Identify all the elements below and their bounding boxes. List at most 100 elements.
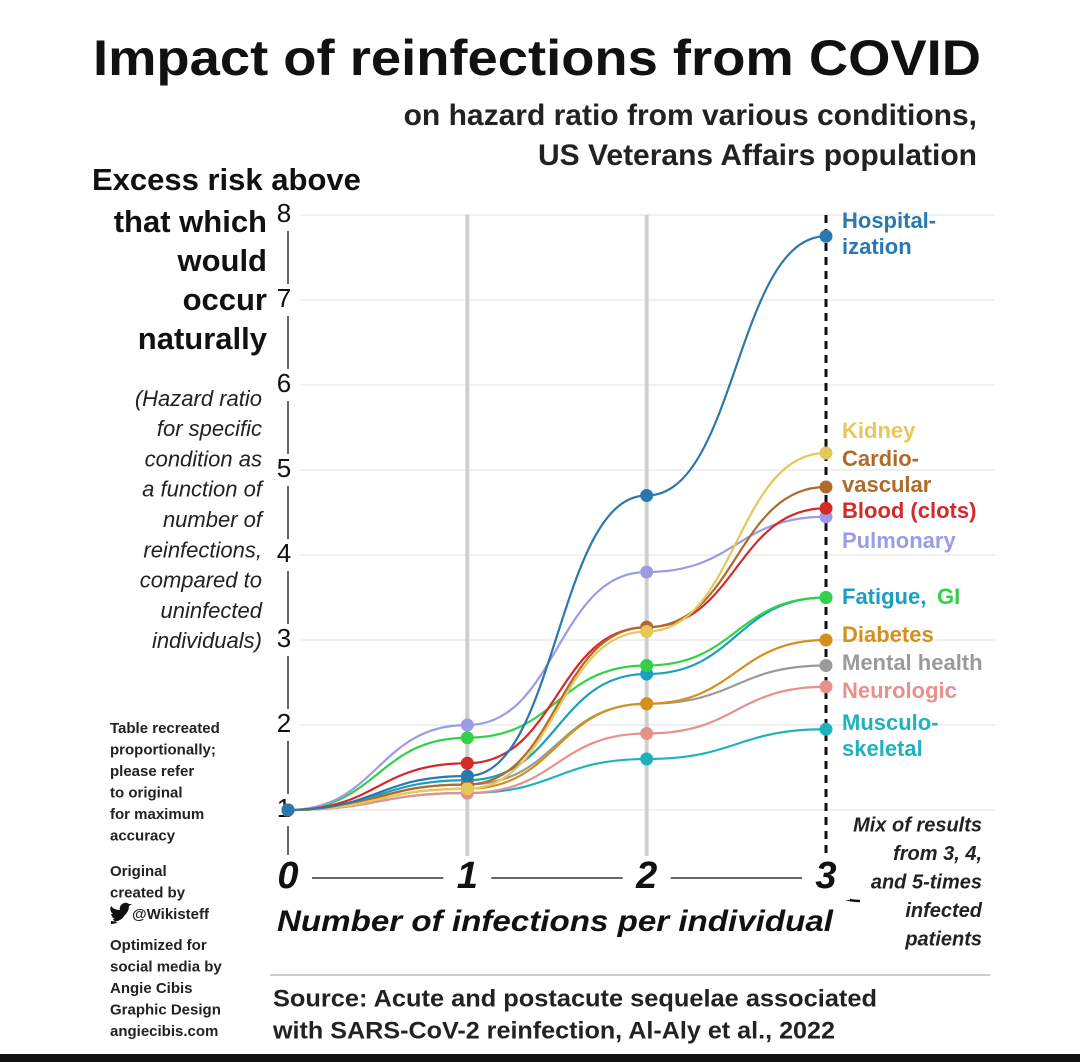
y-axis-note: uninfected <box>160 598 262 623</box>
data-point <box>640 659 654 672</box>
data-point <box>819 229 833 243</box>
annotation: infected <box>905 900 982 922</box>
data-point <box>640 489 654 502</box>
chart-subtitle: on hazard ratio from various conditions, <box>404 99 977 132</box>
credit: for maximum <box>110 806 204 823</box>
y-tick-bg <box>276 624 300 656</box>
data-point <box>640 727 654 740</box>
y-tick-label: 3 <box>277 623 291 653</box>
y-tick-label: 5 <box>277 453 291 483</box>
legend-label-line: skeletal <box>842 736 923 761</box>
x-axis-label: Number of infections per individual <box>277 905 834 938</box>
legend-label: Hospital-ization <box>842 208 936 259</box>
annotation: from 3, 4, <box>893 843 982 865</box>
legend-label: Blood (clots) <box>842 498 976 523</box>
credit: Graphic Design <box>110 1001 221 1018</box>
credit: proportionally; <box>110 741 216 758</box>
legend-label: GI <box>937 584 960 609</box>
legend-label: Fatigue, <box>842 584 926 609</box>
y-axis-label: naturally <box>138 321 268 356</box>
series-line <box>287 685 827 812</box>
data-point <box>640 625 654 638</box>
annotation: patients <box>904 928 982 950</box>
credit: accuracy <box>110 827 176 844</box>
x-tick-label: 1 <box>457 855 478 897</box>
series-line <box>287 515 827 812</box>
y-axis-note: number of <box>163 507 265 532</box>
y-axis-note: (Hazard ratio <box>135 386 262 411</box>
data-point <box>819 633 833 647</box>
chart-subtitle: US Veterans Affairs population <box>538 139 977 172</box>
annotation: Mix of results <box>853 814 982 836</box>
data-point <box>460 782 474 796</box>
legend-label-line: ization <box>842 234 912 259</box>
credit: please refer <box>110 763 194 780</box>
data-point <box>460 718 474 732</box>
x-tick-label: 3 <box>815 855 836 897</box>
y-tick-label: 6 <box>277 368 291 398</box>
data-point <box>819 501 833 515</box>
x-tick-bg <box>622 856 671 900</box>
credit: angiecibis.com <box>110 1023 218 1040</box>
y-axis-note: reinfections, <box>143 537 262 562</box>
legend-label: Kidney <box>842 418 916 443</box>
legend-label-line: vascular <box>842 472 932 497</box>
data-point <box>460 731 474 745</box>
data-point <box>281 803 295 817</box>
credit: created by <box>110 884 186 901</box>
twitter-icon <box>110 902 132 924</box>
credit: @Wikisteff <box>132 906 210 923</box>
y-axis-note: for specific <box>157 416 262 441</box>
y-tick-bg <box>276 284 300 316</box>
legend-label: Mental health <box>842 650 983 675</box>
credit: Angie Cibis <box>110 980 193 997</box>
y-axis-note: condition as <box>145 446 262 471</box>
legend-label: Neurologic <box>842 678 957 703</box>
data-point <box>819 446 833 460</box>
y-axis-label: would <box>176 243 267 278</box>
y-axis-note: a function of <box>142 477 265 502</box>
legend-label: Cardio-vascular <box>842 446 932 497</box>
series-line <box>287 596 827 812</box>
bottom-bar <box>0 1054 1080 1062</box>
data-point <box>460 756 474 770</box>
y-tick-bg <box>276 539 300 571</box>
y-axis-label: Excess risk above <box>92 162 361 197</box>
y-tick-bg <box>276 454 300 486</box>
x-tick-label: 0 <box>277 855 298 897</box>
y-tick-label: 2 <box>277 708 291 738</box>
legend-label-line: Musculo- <box>842 710 939 735</box>
legend-label: Pulmonary <box>842 528 956 553</box>
credit: Original <box>110 863 167 880</box>
data-point <box>819 659 833 672</box>
legend-label-line: Cardio- <box>842 446 919 471</box>
series-line <box>287 596 827 812</box>
y-tick-label: 8 <box>277 198 291 228</box>
x-tick-label: 2 <box>635 855 657 897</box>
data-point <box>640 565 654 579</box>
y-axis-note: individuals) <box>152 628 262 653</box>
legend-label: Diabetes <box>842 622 934 647</box>
source: with SARS-CoV-2 reinfection, Al-Aly et a… <box>272 1017 835 1044</box>
credit: social media by <box>110 958 222 975</box>
x-tick-bg <box>802 856 850 900</box>
series-line <box>287 235 827 812</box>
data-point <box>819 480 833 494</box>
y-axis-label: that which <box>114 204 267 239</box>
legend-label: Musculo-skeletal <box>842 710 939 761</box>
y-tick-bg <box>276 709 300 741</box>
y-tick-label: 7 <box>277 283 291 313</box>
x-tick-bg <box>264 856 312 900</box>
data-point <box>819 722 833 736</box>
series-line <box>287 485 827 812</box>
data-point <box>640 697 654 711</box>
credit: Table recreated <box>110 720 220 737</box>
data-point <box>460 769 474 783</box>
y-tick-label: 4 <box>277 538 291 568</box>
legend-label-line: Hospital- <box>842 208 936 233</box>
y-tick-bg <box>276 369 300 401</box>
source: Source: Acute and postacute sequelae ass… <box>273 985 877 1012</box>
data-point <box>819 680 833 694</box>
